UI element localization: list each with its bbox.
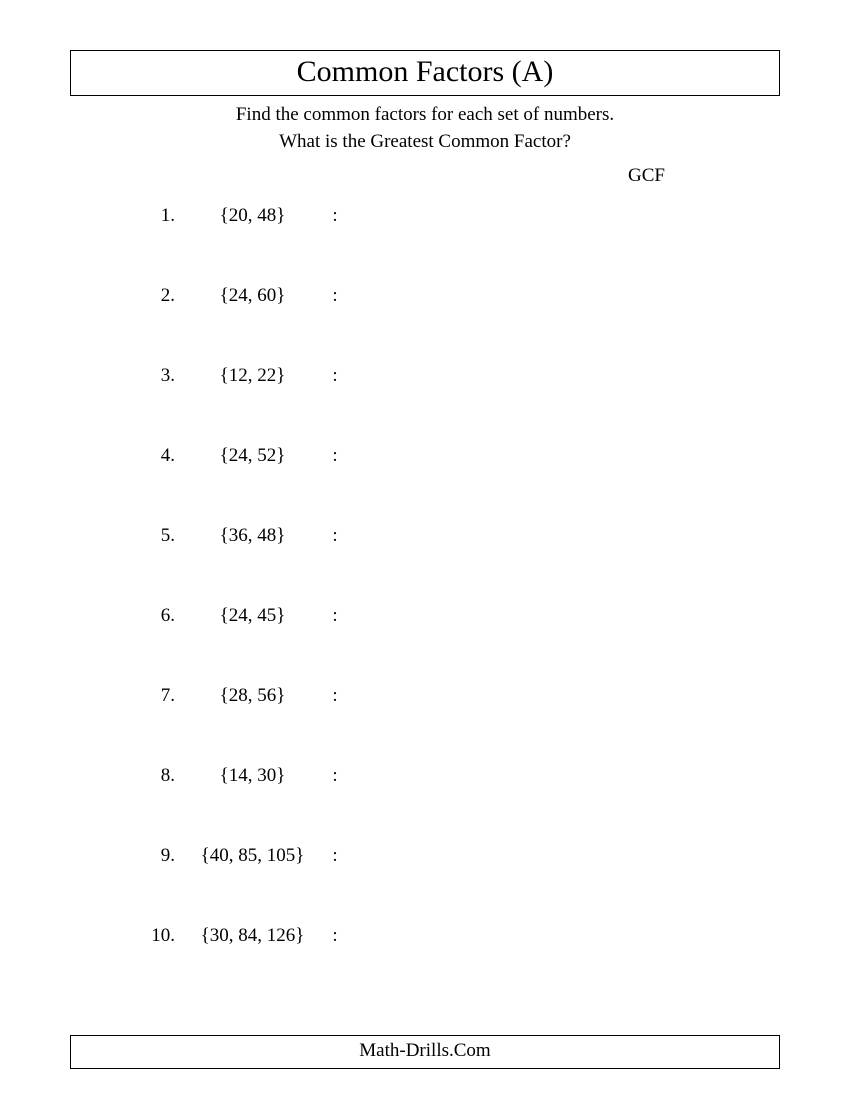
problem-row: 2. {24, 60} :: [70, 285, 780, 365]
problems-list: 1. {20, 48} : 2. {24, 60} : 3. {12, 22} …: [70, 205, 780, 1025]
title-box: Common Factors (A): [70, 50, 780, 96]
problem-number: 7.: [70, 685, 185, 707]
problem-set: {28, 56}: [185, 685, 320, 707]
problem-set: {30, 84, 126}: [185, 925, 320, 947]
instructions: Find the common factors for each set of …: [70, 102, 780, 155]
problem-colon: :: [320, 205, 350, 227]
problem-row: 1. {20, 48} :: [70, 205, 780, 285]
problem-number: 10.: [70, 925, 185, 947]
problem-set: {40, 85, 105}: [185, 845, 320, 867]
instructions-line-1: Find the common factors for each set of …: [70, 102, 780, 129]
problem-set: {24, 60}: [185, 285, 320, 307]
page-title: Common Factors (A): [297, 55, 554, 88]
footer-text: Math-Drills.Com: [359, 1040, 490, 1061]
problem-row: 6. {24, 45} :: [70, 605, 780, 685]
instructions-line-2: What is the Greatest Common Factor?: [70, 129, 780, 156]
problem-colon: :: [320, 605, 350, 627]
problem-number: 8.: [70, 765, 185, 787]
problem-colon: :: [320, 285, 350, 307]
problem-row: 7. {28, 56} :: [70, 685, 780, 765]
problem-set: {20, 48}: [185, 205, 320, 227]
problem-colon: :: [320, 845, 350, 867]
problem-set: {24, 52}: [185, 445, 320, 467]
footer-box: Math-Drills.Com: [70, 1035, 780, 1069]
problem-colon: :: [320, 925, 350, 947]
problem-row: 3. {12, 22} :: [70, 365, 780, 445]
problem-colon: :: [320, 525, 350, 547]
problem-colon: :: [320, 765, 350, 787]
problem-colon: :: [320, 685, 350, 707]
problem-number: 6.: [70, 605, 185, 627]
problem-set: {24, 45}: [185, 605, 320, 627]
gcf-column-header: GCF: [70, 165, 780, 187]
problem-colon: :: [320, 365, 350, 387]
problem-number: 3.: [70, 365, 185, 387]
problem-row: 10. {30, 84, 126} :: [70, 925, 780, 1005]
problem-row: 4. {24, 52} :: [70, 445, 780, 525]
problem-row: 8. {14, 30} :: [70, 765, 780, 845]
problem-number: 2.: [70, 285, 185, 307]
problem-row: 5. {36, 48} :: [70, 525, 780, 605]
problem-row: 9. {40, 85, 105} :: [70, 845, 780, 925]
problem-set: {14, 30}: [185, 765, 320, 787]
problem-number: 1.: [70, 205, 185, 227]
problem-number: 5.: [70, 525, 185, 547]
problem-number: 4.: [70, 445, 185, 467]
problem-number: 9.: [70, 845, 185, 867]
problem-colon: :: [320, 445, 350, 467]
problem-set: {12, 22}: [185, 365, 320, 387]
problem-set: {36, 48}: [185, 525, 320, 547]
